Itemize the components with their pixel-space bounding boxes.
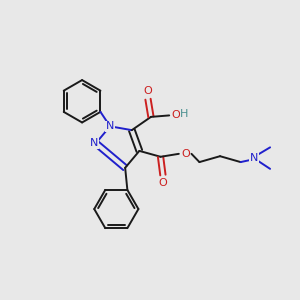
Text: H: H — [180, 109, 189, 119]
Text: N: N — [250, 153, 258, 163]
Text: O: O — [181, 149, 190, 159]
Text: N: N — [106, 121, 114, 131]
Text: O: O — [158, 178, 167, 188]
Text: N: N — [90, 138, 99, 148]
Text: O: O — [171, 110, 180, 119]
Text: O: O — [144, 86, 152, 96]
